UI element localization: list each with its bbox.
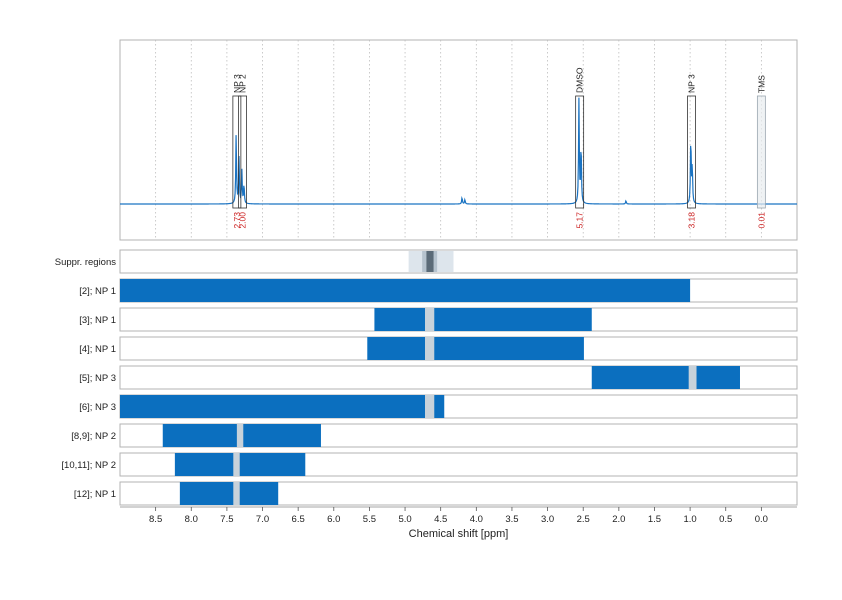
peak-box-3 [687, 95, 696, 209]
peak-label-0: NP 3 [232, 74, 242, 93]
range-bar [367, 337, 584, 360]
range-bar [374, 308, 592, 331]
x-tick-label: 5.0 [398, 514, 411, 525]
range-gap [425, 395, 435, 418]
x-tick-label: 6.0 [327, 514, 340, 525]
x-tick-label: 0.5 [719, 514, 732, 525]
x-axis: 8.5 8.0 7.5 7.0 6.5 6.0 5.5 5.0 4.5 4.0 3.5 3.0 2.5 2… [120, 506, 797, 540]
x-tick-label: 5.5 [363, 514, 376, 525]
x-tick-label: 6.5 [292, 514, 305, 525]
integral-label-3: 3.18 [687, 212, 697, 229]
range-rows: Suppr. regions [2]; NP 1 [3]; NP 1 [4]; NP … [55, 249, 798, 506]
suppr-row-label: Suppr. regions [55, 257, 117, 268]
range-bar [591, 366, 740, 389]
range-gap [425, 337, 435, 360]
spectrum-panel: NP 3 2.73 NP 2 2.00 DMSO 5.17 NP 3 3.18 TMS 0.01 [119, 39, 798, 241]
range-row-label: [3]; NP 1 [79, 315, 116, 326]
x-tick-label: 3.0 [541, 514, 554, 525]
range-row-label: [4]; NP 1 [79, 344, 116, 355]
integral-label-1: 2.00 [238, 212, 248, 229]
peak-label-1: NP 2 [238, 74, 248, 93]
peak-label-4: TMS [756, 75, 766, 93]
x-tick-label: 4.0 [470, 514, 483, 525]
x-axis-title: Chemical shift [ppm] [409, 528, 509, 540]
integral-label-4: 0.01 [756, 212, 766, 229]
peak-box-2 [575, 95, 585, 209]
integral-label-0: 2.73 [232, 212, 242, 229]
range-bar [179, 482, 279, 505]
range-row-label: [2]; NP 1 [79, 286, 116, 297]
peak-label-3: NP 3 [687, 74, 697, 93]
range-gap [688, 366, 697, 389]
x-tick-label: 0.0 [755, 514, 768, 525]
x-tick-label: 8.5 [149, 514, 162, 525]
range-row-label: [6]; NP 3 [79, 402, 116, 413]
range-row-label: [12]; NP 1 [74, 489, 116, 500]
range-row-label: [10,11]; NP 2 [61, 460, 116, 471]
peak-box-0 [232, 95, 242, 209]
range-gap [425, 308, 435, 331]
range-bar [120, 395, 445, 418]
peak-box-1 [238, 95, 247, 209]
suppr-core [426, 251, 434, 272]
x-tick-label: 3.5 [505, 514, 518, 525]
x-tick-label: 7.5 [220, 514, 233, 525]
peak-box-4 [756, 95, 766, 209]
integral-label-2: 5.17 [575, 212, 585, 229]
range-gap [233, 453, 240, 476]
x-tick-label: 1.0 [683, 514, 696, 525]
range-row-label: [5]; NP 3 [79, 373, 116, 384]
x-tick-label: 2.5 [577, 514, 590, 525]
peak-label-2: DMSO [575, 67, 585, 93]
range-bar [120, 279, 691, 302]
x-tick-label: 8.0 [185, 514, 198, 525]
x-tick-label: 4.5 [434, 514, 447, 525]
x-tick-label: 2.0 [612, 514, 625, 525]
range-row-frame [119, 481, 798, 506]
range-row-label: [8,9]; NP 2 [71, 431, 116, 442]
range-gap [233, 482, 240, 505]
x-tick-label: 7.0 [256, 514, 269, 525]
suppr-row-frame [119, 249, 798, 274]
range-bar [174, 453, 306, 476]
range-gap [236, 424, 244, 447]
x-tick-label: 1.5 [648, 514, 661, 525]
